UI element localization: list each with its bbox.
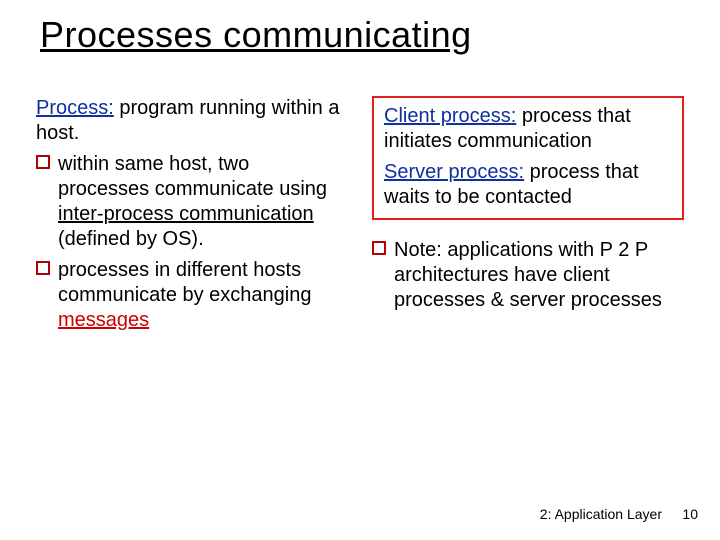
- left-column: Process: program running within a host. …: [36, 96, 344, 339]
- square-bullet-icon: [36, 155, 50, 169]
- b2-messages: messages: [58, 309, 149, 331]
- footer-text: 2: Application Layer: [540, 506, 662, 522]
- right-column: Client process: process that initiates c…: [372, 96, 684, 319]
- client-label: Client process:: [384, 105, 516, 127]
- b1-pre: within same host, two processes communic…: [58, 153, 327, 200]
- server-def: Server process: process that waits to be…: [384, 160, 672, 210]
- bullet-same-host: within same host, two processes communic…: [36, 152, 344, 252]
- slide: Processes communicating Process: program…: [0, 0, 720, 540]
- b1-post: (defined by OS).: [58, 228, 204, 250]
- client-server-box: Client process: process that initiates c…: [372, 96, 684, 220]
- b2-pre: processes in different hosts communicate…: [58, 259, 311, 306]
- b1-underline: inter-process communication: [58, 203, 314, 225]
- square-bullet-icon: [36, 261, 50, 275]
- bullet-diff-host: processes in different hosts communicate…: [36, 258, 344, 333]
- process-definition: Process: program running within a host.: [36, 96, 344, 146]
- process-label: Process:: [36, 97, 114, 119]
- square-bullet-icon: [372, 241, 386, 255]
- note-text: Note: applications with P 2 P architectu…: [394, 239, 662, 311]
- page-number: 10: [682, 506, 698, 522]
- server-label: Server process:: [384, 161, 524, 183]
- client-def: Client process: process that initiates c…: [384, 104, 672, 154]
- note-p2p: Note: applications with P 2 P architectu…: [372, 238, 684, 313]
- title-text: Processes communicating: [40, 14, 472, 55]
- slide-title: Processes communicating: [40, 14, 472, 56]
